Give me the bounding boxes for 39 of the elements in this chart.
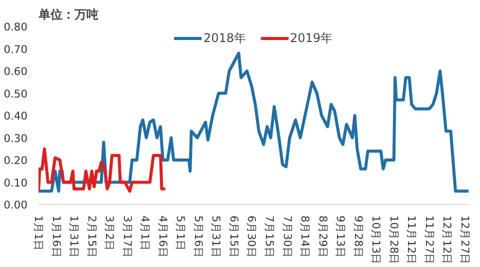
x-tick-label: 8月29日: [316, 216, 330, 258]
x-tick-label: 1月31日: [68, 216, 81, 258]
x-tick-label: 3月2日: [103, 216, 116, 252]
x-tick-label: 4月16日: [156, 216, 170, 258]
legend-label: 2018年: [203, 30, 246, 46]
y-tick-label: 0.70: [4, 42, 28, 56]
y-tick-label: 0.20: [4, 154, 28, 167]
y-axis-title: 单位：万吨: [38, 8, 98, 22]
x-tick-label: 12月27日: [458, 216, 472, 265]
x-tick-label: 4月1日: [138, 216, 152, 252]
x-tick-label: 6月30日: [245, 216, 258, 258]
x-tick-label: 10月28日: [387, 216, 400, 265]
x-tick-label: 1月16日: [50, 216, 63, 258]
y-tick-label: 0.40: [4, 110, 28, 122]
y-tick-label: 0.60: [4, 65, 28, 78]
x-tick-label: 11月12日: [405, 216, 418, 265]
y-tick-label: 0.10: [4, 176, 28, 190]
x-tick-label: 11月27日: [422, 216, 436, 265]
y-tick-label: 0.50: [4, 87, 28, 100]
x-tick-label: 5月16日: [192, 216, 205, 258]
x-tick-label: 8月14日: [298, 216, 312, 258]
x-tick-label: 10月13日: [370, 216, 383, 265]
x-tick-label: 9月28日: [352, 216, 365, 258]
x-tick-label: 7月15日: [262, 216, 276, 258]
y-tick-label: 0.80: [4, 20, 28, 34]
x-tick-label: 5月31日: [210, 216, 223, 258]
x-tick-label: 7月30日: [280, 216, 294, 258]
x-tick-label: 1月1日: [32, 216, 45, 252]
legend-label: 2019年: [290, 30, 333, 46]
line-series: [38, 52, 468, 193]
x-tick-label: 3月17日: [120, 216, 134, 258]
x-tick-label: 9月13日: [334, 216, 348, 258]
x-tick-label: 6月15日: [227, 216, 240, 258]
x-tick-label: 5月1日: [174, 216, 188, 252]
x-tick-label: 2月15日: [85, 216, 98, 258]
x-tick-label: 12月12日: [440, 216, 454, 265]
y-tick-label: 0.30: [4, 132, 28, 145]
y-tick-label: 0.00: [4, 198, 28, 212]
line-series: [38, 147, 167, 193]
